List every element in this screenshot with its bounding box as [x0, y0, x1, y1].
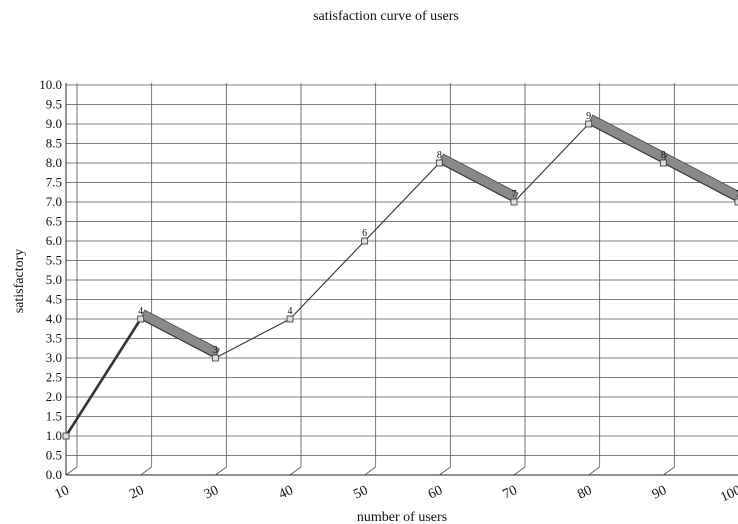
x-tick-label: 40: [277, 483, 296, 503]
data-label: 4: [138, 306, 143, 317]
line-segment: [588, 123, 664, 164]
point-labels: 4 3 4 6 8 7 9 8 7: [138, 111, 738, 356]
y-tick-label: 9.0: [46, 116, 62, 131]
chart-title: satisfaction curve of users: [313, 9, 459, 24]
x-tick-label: 100: [718, 483, 738, 505]
y-tick-label: 4.0: [46, 311, 62, 326]
x-tick-label: 50: [351, 483, 370, 503]
x-axis-label: number of users: [357, 510, 447, 524]
thick-segments: [140, 114, 738, 359]
floor-line: [140, 466, 152, 476]
y-tick-label: 4.5: [46, 292, 62, 307]
y-tick-label: 3.5: [46, 331, 62, 346]
y-tick-label: 3.0: [46, 350, 62, 365]
x-tick-label: 80: [575, 483, 594, 503]
line-segment: [64, 318, 142, 437]
y-tick-label: 5.5: [46, 253, 62, 268]
data-label: 6: [362, 228, 367, 239]
data-label: 4: [288, 306, 293, 317]
x-tick-label: 10: [53, 483, 72, 503]
y-tick-label: 8.0: [46, 155, 62, 170]
line-segment: [289, 240, 366, 320]
data-point: [361, 237, 369, 245]
floor-line: [439, 466, 451, 476]
thick-segment: [438, 153, 519, 203]
y-tick-label: 2.0: [46, 389, 62, 404]
x-tick-label: 70: [501, 483, 520, 503]
y-tick-label: 10.0: [39, 77, 62, 92]
y-tick-label: 9.5: [46, 97, 62, 112]
data-label: 3: [213, 345, 218, 356]
line-segment: [663, 162, 738, 203]
y-tick-label: 1.0: [46, 428, 62, 443]
data-point: [734, 198, 738, 206]
line-segment: [439, 162, 515, 203]
line-segment: [513, 123, 590, 203]
x-tick-label: 20: [127, 483, 146, 503]
y-axis-ticks: 0.0 0.5 1.0 1.5 2.0 2.5 3.0 3.5 4.0 4.5 5.0 5.5 6.0 6…: [39, 77, 62, 482]
floor-line: [65, 466, 78, 476]
y-tick-label: 2.5: [46, 370, 62, 385]
y-tick-label: 6.0: [46, 233, 62, 248]
x-axis-ticks: 10 20 30 40 50 60 70 80 90 100: [53, 483, 738, 505]
floor-line: [588, 466, 600, 476]
x-tick-label: 30: [202, 483, 221, 503]
data-point: [585, 120, 593, 128]
thick-segment: [140, 309, 220, 359]
data-label: 8: [437, 150, 442, 161]
floor-line: [289, 466, 302, 476]
y-tick-label: 8.5: [46, 136, 62, 151]
floor-line: [215, 466, 227, 476]
y-tick-label: 7.0: [46, 194, 62, 209]
y-tick-label: 1.5: [46, 409, 62, 424]
line-segment: [215, 318, 291, 359]
data-point: [510, 198, 518, 206]
data-label: 7: [736, 189, 738, 200]
series-line: [64, 123, 738, 437]
data-point: [137, 315, 145, 323]
thick-segment: [588, 114, 668, 164]
y-tick-label: 7.5: [46, 175, 62, 190]
line-segment: [140, 318, 216, 359]
data-point: [211, 354, 219, 362]
line-segment: [364, 162, 440, 242]
y-tick-label: 5.0: [46, 272, 62, 287]
floor-line: [513, 466, 526, 476]
data-points: [62, 120, 738, 440]
data-label: 8: [661, 150, 666, 161]
x-tick-label: 90: [650, 483, 669, 503]
floor-line: [364, 466, 376, 476]
y-axis-label: satisfactory: [12, 249, 27, 314]
x-tick-label: 60: [426, 483, 445, 503]
y-tick-label: 0.0: [46, 467, 62, 482]
y-tick-label: 6.5: [46, 214, 62, 229]
y-tick-label: 0.5: [46, 448, 62, 463]
floor-line: [663, 466, 675, 476]
data-label: 9: [586, 111, 591, 122]
data-point: [286, 315, 294, 323]
data-point: [659, 159, 667, 167]
data-point: [435, 159, 443, 167]
data-point: [62, 432, 70, 440]
data-label: 7: [512, 189, 517, 200]
grid: [65, 83, 738, 476]
